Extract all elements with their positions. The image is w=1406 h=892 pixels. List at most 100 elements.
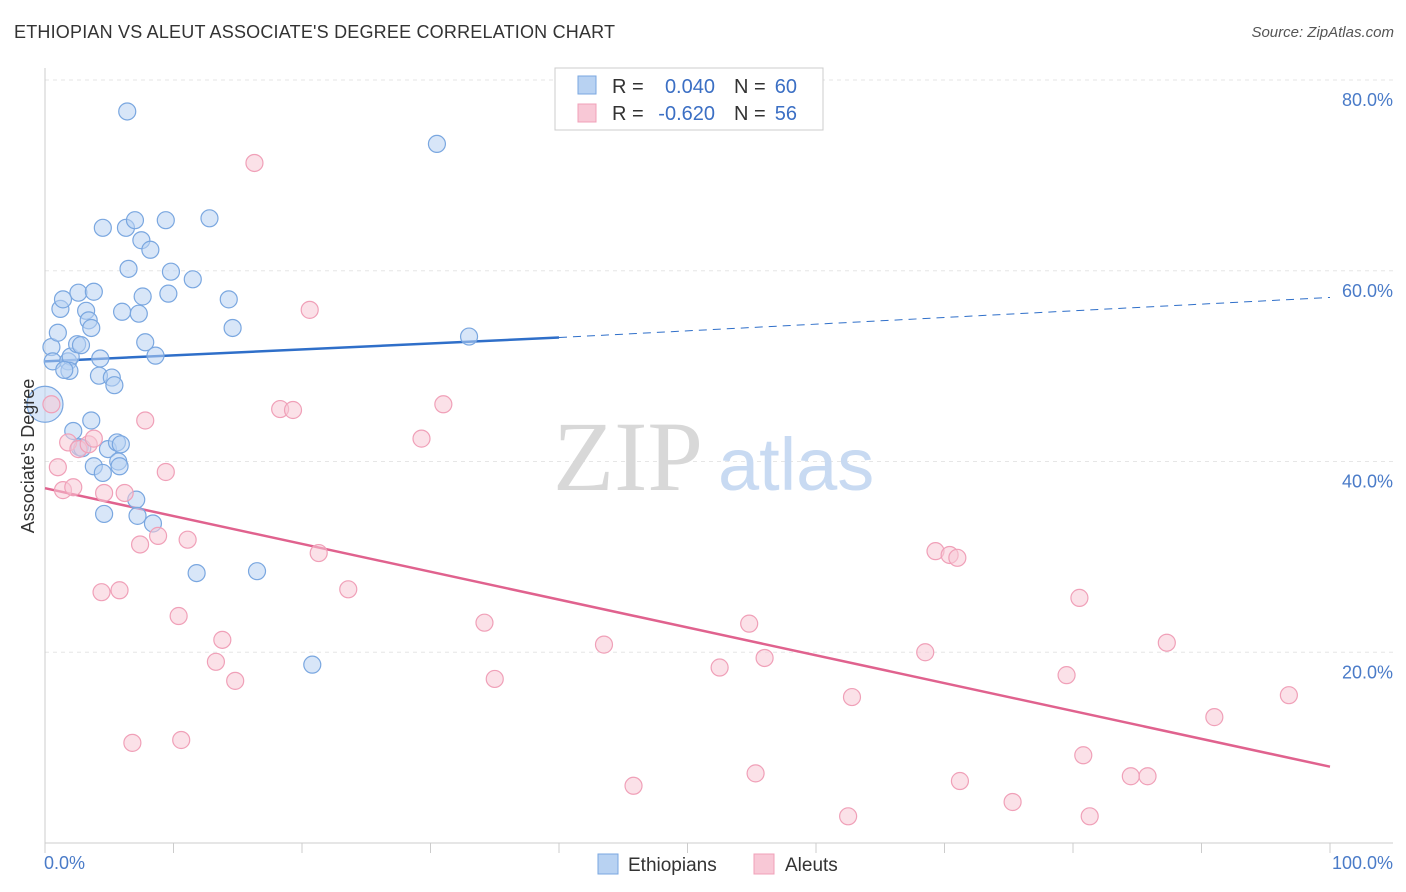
aleut-point-31	[475, 613, 494, 632]
aleut-point-22	[226, 671, 245, 690]
ethiopian-point-14	[82, 318, 101, 338]
ethiopian-point-56	[93, 218, 112, 237]
ethiopian-point-39	[136, 333, 155, 352]
aleut-point-53	[1157, 633, 1176, 652]
legend-r-value-2: -0.620	[658, 103, 715, 125]
ethiopian-point-22	[93, 463, 112, 483]
ethiopian-point-47	[187, 563, 206, 583]
ethiopian-point-51	[247, 562, 267, 581]
aleut-point-55	[1279, 686, 1298, 705]
aleut-point-35	[710, 658, 729, 677]
legend-box: R = 0.040 N = 60 R = -0.620 N = 56	[554, 67, 824, 131]
aleut-point-30	[434, 395, 453, 414]
trend-lines	[44, 296, 1331, 768]
source-label: Source: ZipAtlas.com	[1251, 24, 1394, 41]
ethiopian-point-42	[146, 346, 165, 365]
aleut-point-1	[48, 458, 67, 477]
legend-n-label-1: N =	[734, 76, 766, 98]
aleut-point-29	[412, 429, 431, 448]
y-tick-label-40: 40.0%	[1342, 472, 1393, 492]
data-points	[26, 102, 1298, 826]
ethiopian-point-50	[223, 318, 242, 338]
legend-n-label-2: N =	[734, 103, 766, 125]
aleut-point-26	[300, 300, 319, 319]
watermark-zip: ZIP	[553, 401, 703, 512]
aleut-point-38	[755, 648, 774, 668]
ethiopian-point-48	[200, 209, 219, 228]
ethiopian-point-36	[128, 506, 147, 525]
ethiopian-point-46	[183, 270, 202, 289]
aleut-point-11	[115, 483, 134, 503]
aleut-point-16	[156, 462, 175, 482]
ethiopian-point-58	[55, 360, 74, 380]
bottom-legend-ethiopians: Ethiopians	[628, 855, 717, 876]
aleut-point-14	[136, 411, 155, 430]
aleut-point-52	[1138, 767, 1157, 786]
x-tick-label-min: 0.0%	[44, 853, 85, 873]
legend-swatch-aleuts	[577, 103, 597, 123]
ethiopian-point-11	[71, 336, 91, 355]
ethiopian-point-45	[161, 262, 181, 281]
aleut-point-46	[1003, 792, 1022, 812]
aleut-point-48	[1070, 588, 1089, 607]
aleut-point-25	[283, 400, 303, 420]
watermark-atlas: atlas	[718, 423, 874, 506]
aleut-point-12	[123, 733, 142, 752]
legend-swatch-ethiopians	[577, 75, 597, 95]
aleut-point-4	[64, 478, 83, 497]
aleut-point-13	[130, 535, 150, 554]
ethiopian-point-34	[125, 211, 145, 230]
grid-lines	[45, 79, 1393, 653]
aleut-point-7	[84, 429, 103, 448]
aleut-point-18	[172, 730, 191, 750]
ethiopian-point-31	[112, 302, 132, 321]
ethiopian-point-17	[91, 349, 110, 368]
ethiopian-point-33	[119, 259, 138, 278]
aleut-point-32	[485, 669, 504, 689]
legend-r-label-2: R =	[612, 103, 644, 125]
ethiopian-point-52	[303, 655, 322, 674]
ethiopian-point-3	[48, 323, 67, 342]
ethiopian-point-30	[111, 435, 130, 454]
ethiopian-trend-line	[44, 336, 560, 363]
aleut-point-37	[746, 764, 765, 783]
ethiopian-point-26	[105, 376, 124, 395]
ethiopian-point-53	[427, 134, 447, 154]
bottom-legend-swatch-aleuts	[753, 853, 775, 875]
aleut-point-39	[839, 807, 858, 826]
aleut-point-47	[1057, 666, 1076, 685]
ethiopian-point-43	[156, 211, 175, 230]
aleut-point-44	[948, 548, 967, 567]
aleut-point-0	[42, 395, 61, 414]
y-tick-label-60: 60.0%	[1342, 281, 1393, 301]
y-tick-label-80: 80.0%	[1342, 90, 1393, 110]
aleut-point-27	[309, 543, 328, 563]
ethiopian-point-38	[133, 287, 152, 306]
aleut-point-9	[95, 483, 114, 503]
aleut-point-20	[206, 652, 226, 671]
ethiopian-point-44	[159, 284, 178, 303]
ethiopian-point-49	[219, 290, 238, 309]
ethiopian-point-55	[118, 102, 137, 121]
bottom-legend-swatch-ethiopians	[597, 853, 619, 875]
ethiopian-trend-extension	[558, 296, 1331, 339]
ethiopian-point-20	[82, 411, 101, 430]
legend-n-value-1: 60	[775, 76, 797, 98]
aleut-point-15	[148, 526, 168, 545]
aleut-point-17	[169, 606, 188, 626]
ethiopian-point-54	[459, 327, 479, 346]
aleut-point-40	[842, 687, 862, 707]
ethiopian-point-5	[53, 290, 73, 309]
aleut-point-54	[1205, 708, 1224, 727]
legend-r-value-1: 0.040	[665, 76, 715, 98]
aleut-point-49	[1074, 746, 1093, 765]
ethiopian-point-59	[129, 304, 148, 323]
aleut-point-41	[916, 643, 935, 662]
axes	[44, 68, 1393, 853]
y-tick-labels: 20.0% 40.0% 60.0% 80.0%	[1342, 90, 1393, 682]
ethiopian-point-23	[95, 504, 114, 524]
aleut-point-23	[245, 153, 264, 173]
ethiopian-point-40	[141, 240, 160, 259]
aleut-point-33	[594, 635, 614, 654]
